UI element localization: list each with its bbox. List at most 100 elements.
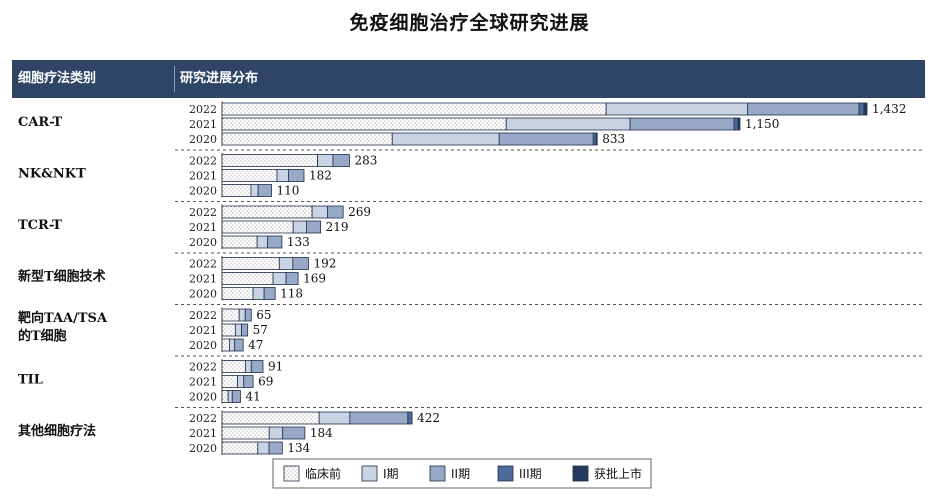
bar-segment: [407, 411, 413, 425]
bar-segment: [221, 323, 236, 337]
legend-swatch: [572, 465, 589, 482]
category-label: CAR-T: [18, 115, 62, 130]
bar-segment: [737, 117, 741, 131]
bar-group: 新型T细胞技术 2022 192 2021 169 2020 118: [18, 256, 336, 301]
data-label: 134: [287, 441, 310, 455]
legend-swatch: [497, 465, 514, 482]
bar-segment: [221, 287, 254, 300]
bar-segment: [285, 272, 299, 285]
legend-item: II期: [429, 465, 470, 482]
year-label: 2022: [189, 412, 217, 425]
legend-label: 临床前: [305, 466, 341, 481]
bar-segment: [221, 117, 507, 131]
bar-segment: [231, 390, 241, 403]
bar-segment: [250, 184, 259, 197]
category-label: TCR-T: [18, 218, 62, 233]
bar-segment: [256, 235, 268, 249]
bar-segment: [288, 169, 305, 182]
bar-group: 其他细胞疗法 2022 422 2021 184 2020 134: [18, 410, 440, 455]
year-label: 2022: [189, 361, 217, 374]
bar-segment: [267, 235, 283, 249]
bar-segment: [221, 154, 319, 167]
bar-segment: [733, 117, 739, 131]
data-label: 1,150: [745, 117, 779, 131]
data-label: 69: [258, 375, 273, 389]
bar-segment: [292, 257, 309, 270]
year-label: 2022: [189, 258, 217, 271]
data-label: 182: [309, 169, 332, 183]
category-label: TIL: [18, 373, 43, 388]
bar-segment: [327, 205, 344, 219]
chart-title: 免疫细胞治疗全球研究进展: [349, 12, 590, 34]
bar-segment: [238, 308, 246, 322]
category-label: NK&NKT: [18, 167, 86, 182]
category-label: 新型T细胞技术: [18, 269, 106, 285]
data-label: 91: [268, 360, 283, 374]
year-label: 2021: [189, 221, 217, 234]
year-label: 2020: [189, 339, 217, 352]
data-label: 57: [253, 323, 268, 337]
bar-segment: [257, 184, 272, 197]
year-label: 2021: [189, 118, 217, 131]
data-label: 110: [277, 184, 300, 198]
bar-group: 靶向TAA/TSA 的T细胞 2022 65 2021 57 2020 47: [18, 307, 272, 352]
data-label: 65: [256, 308, 271, 322]
bar-segment: [257, 441, 270, 455]
year-label: 2020: [189, 442, 217, 455]
bar-group: TIL 2022 91 2021 69 2020 41: [18, 359, 283, 404]
table-header-bar: 细胞疗法类别 研究进展分布: [12, 60, 925, 98]
year-label: 2021: [189, 273, 217, 286]
bar-segment: [243, 375, 254, 388]
bar-group: CAR-T 2022 1,432 2021 1,150 2020 833: [18, 101, 906, 146]
year-label: 2020: [189, 391, 217, 404]
year-label: 2021: [189, 170, 217, 183]
year-label: 2021: [189, 376, 217, 389]
legend-label: I期: [383, 467, 399, 481]
bar-segment: [221, 169, 278, 182]
data-label: 192: [313, 257, 336, 271]
legend-swatch: [429, 465, 446, 482]
year-label: 2022: [189, 309, 217, 322]
data-label: 269: [348, 205, 371, 219]
year-label: 2021: [189, 324, 217, 337]
bar-segment: [858, 102, 865, 116]
value-column-header: 研究进展分布: [180, 71, 259, 86]
bar-segment: [221, 272, 274, 285]
data-label: 118: [280, 287, 303, 301]
data-label: 422: [417, 411, 440, 425]
year-label: 2022: [189, 206, 217, 219]
bar-segment: [747, 102, 860, 116]
legend-label: 获批上市: [594, 466, 642, 481]
bar-segment: [278, 257, 294, 270]
legend-swatch: [361, 465, 378, 482]
bar-segment: [229, 338, 236, 352]
bar-segment: [221, 338, 230, 352]
header-separator: [174, 66, 175, 92]
bar-segment: [292, 220, 307, 234]
category-column-header: 细胞疗法类别: [18, 71, 97, 86]
data-label: 219: [326, 220, 349, 234]
bar-segment: [863, 102, 868, 116]
bar-segment: [268, 426, 284, 440]
bar-segment: [221, 205, 313, 219]
bar-segment: [317, 154, 334, 167]
bar-segment: [349, 411, 409, 425]
data-label: 133: [287, 235, 310, 249]
legend-item: I期: [361, 465, 399, 482]
bar-segment: [221, 411, 320, 425]
bar-segment: [227, 390, 233, 403]
category-label: 其他细胞疗法: [18, 423, 96, 439]
legend-item: 获批上市: [572, 465, 642, 482]
bar-segment: [250, 360, 264, 373]
legend-frame: [272, 458, 652, 489]
bar-segment: [221, 375, 238, 388]
year-label: 2020: [189, 185, 217, 198]
year-label: 2020: [189, 288, 217, 301]
bar-segment: [282, 426, 306, 440]
legend-label: III期: [519, 467, 542, 481]
bar-segment: [221, 390, 229, 403]
bar-segment: [498, 132, 594, 146]
bar-segment: [629, 117, 735, 131]
bar-segment: [221, 235, 258, 249]
